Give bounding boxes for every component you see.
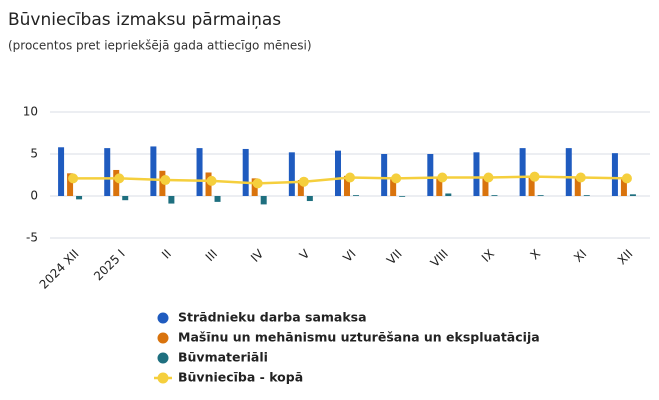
chart-title: Būvniecības izmaksu pārmaiņas: [8, 10, 281, 30]
legend-label: Būvmateriāli: [178, 350, 268, 365]
x-tick-label: IX: [479, 247, 497, 265]
line-point: [160, 175, 171, 186]
line-point: [68, 173, 79, 184]
y-tick-label: 10: [23, 105, 38, 119]
legend-marker: [157, 312, 169, 324]
x-tick-label: III: [203, 247, 220, 264]
bar: [353, 195, 359, 196]
bar: [583, 195, 590, 196]
bar: [113, 169, 120, 196]
bar: [427, 154, 434, 196]
bar: [565, 148, 572, 196]
bar: [473, 152, 480, 196]
x-tick-label: XII: [615, 247, 636, 268]
line-point: [114, 173, 125, 184]
x-tick-label: 2024 XII: [37, 247, 82, 292]
x-tick-label: II: [159, 247, 174, 262]
bar: [67, 173, 74, 196]
bar: [260, 196, 267, 205]
y-tick-label: -5: [26, 231, 38, 245]
bar: [104, 148, 111, 196]
line-point: [575, 172, 586, 183]
x-tick-label: IV: [248, 246, 267, 265]
x-tick-label: 2025 I: [91, 247, 128, 284]
x-tick-label: VII: [384, 247, 405, 268]
bar: [242, 148, 249, 196]
legend-marker: [157, 352, 169, 364]
bar: [491, 195, 498, 196]
x-tick-label: VIII: [428, 247, 451, 270]
bar: [150, 146, 157, 196]
legend-marker: [157, 372, 169, 384]
bar: [381, 154, 388, 196]
legend-label: Strādnieku darba samaksa: [178, 310, 367, 325]
x-tick-label: V: [297, 246, 313, 262]
bar: [58, 147, 65, 196]
chart-subtitle: (procentos pret iepriekšējā gada attiecī…: [8, 39, 312, 53]
bar: [436, 177, 443, 196]
line-point: [529, 171, 540, 182]
bar: [629, 194, 636, 196]
bar: [297, 180, 304, 196]
legend-label: Būvniecība - kopā: [178, 370, 303, 385]
line-point: [298, 176, 309, 187]
line-point: [621, 173, 632, 184]
legend-marker: [157, 332, 169, 344]
bar: [76, 196, 83, 200]
y-tick-label: 0: [30, 189, 38, 203]
x-tick-label: VI: [340, 247, 358, 265]
bar: [288, 152, 295, 196]
bar: [122, 196, 129, 201]
line-point: [483, 172, 494, 183]
bar: [306, 196, 313, 202]
bar: [399, 196, 406, 197]
bar: [528, 176, 535, 196]
line-point: [437, 172, 448, 183]
legend-label: Mašīnu un mehānismu uzturēšana un eksplu…: [178, 330, 540, 345]
bar: [611, 153, 618, 196]
line-point: [391, 173, 402, 184]
bar: [482, 177, 489, 196]
line-point: [252, 178, 263, 189]
line-point: [345, 172, 355, 183]
line-point: [206, 175, 217, 186]
bar: [168, 196, 175, 204]
bar: [344, 175, 350, 196]
bar: [620, 179, 627, 196]
bar: [574, 178, 581, 196]
bar: [214, 196, 221, 202]
bar: [445, 193, 452, 196]
bar: [537, 195, 544, 196]
bar: [335, 150, 341, 196]
bar: [519, 148, 526, 196]
bar: [196, 148, 203, 196]
bar: [390, 179, 397, 196]
x-tick-label: XI: [571, 247, 589, 265]
y-tick-label: 5: [30, 147, 38, 161]
x-tick-label: X: [527, 247, 543, 263]
